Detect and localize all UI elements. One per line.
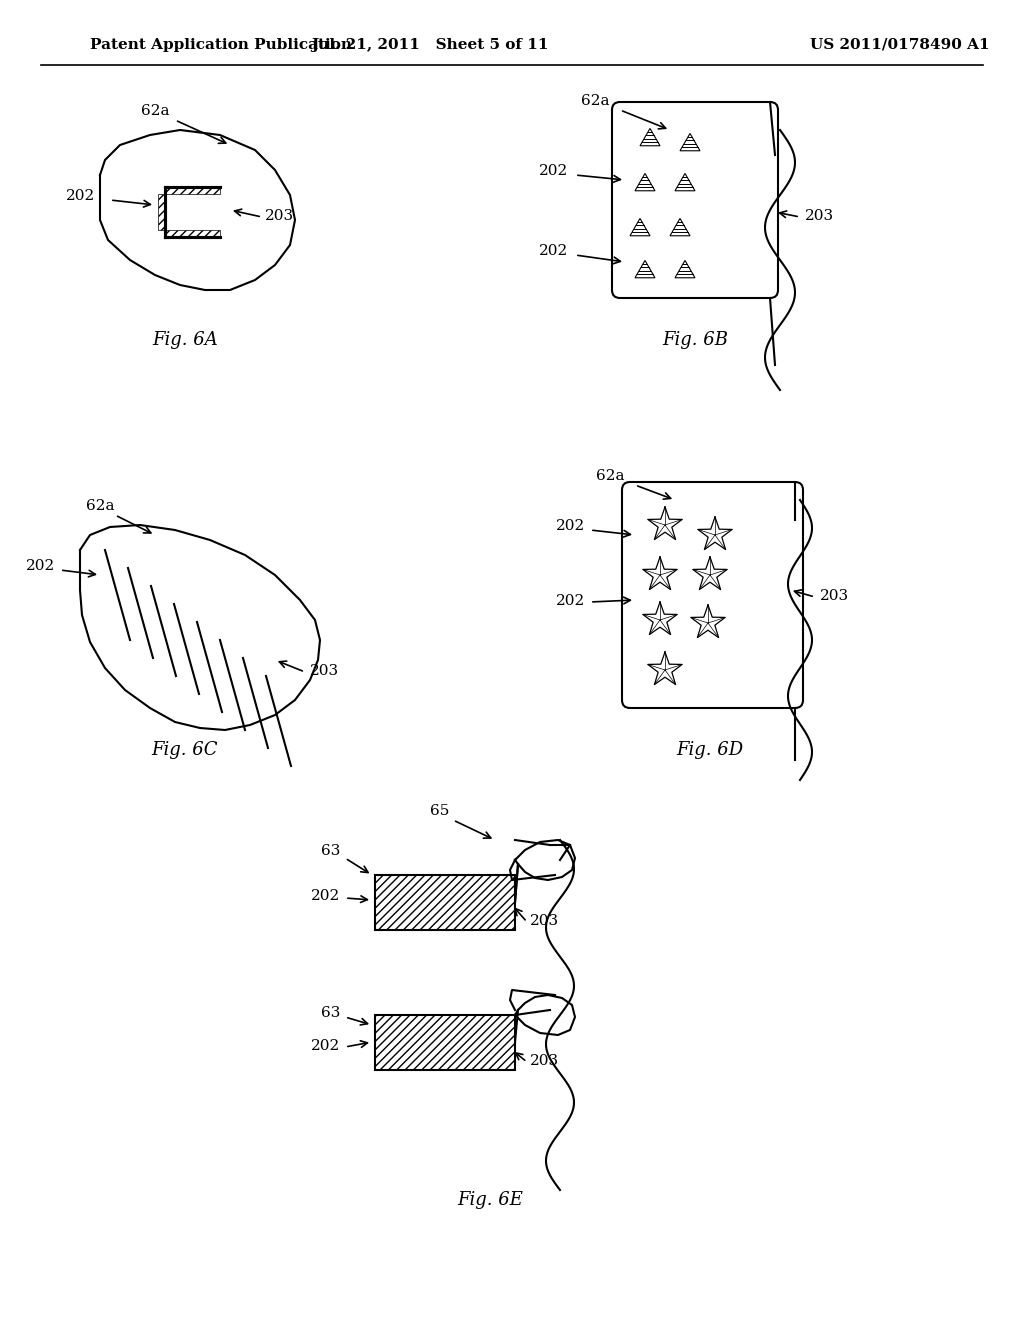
Text: 202: 202 (26, 558, 55, 573)
Text: 203: 203 (265, 209, 294, 223)
Text: 202: 202 (539, 244, 568, 257)
FancyBboxPatch shape (622, 482, 803, 708)
Text: 202: 202 (310, 1039, 340, 1053)
Bar (375, 875, 515, 931)
Text: 203: 203 (310, 664, 339, 678)
Text: Patent Application Publication: Patent Application Publication (90, 38, 352, 51)
Text: Fig. 6E: Fig. 6E (457, 1191, 523, 1209)
Text: 202: 202 (556, 594, 585, 609)
Text: 63: 63 (321, 843, 340, 858)
Text: 202: 202 (556, 519, 585, 533)
Text: 65: 65 (430, 804, 450, 818)
Bar (165, 187, 220, 194)
Text: 203: 203 (805, 209, 835, 223)
Bar (375, 1015, 515, 1071)
Text: 62a: 62a (581, 94, 609, 108)
Bar (158, 194, 165, 230)
Bar (375, 875, 515, 931)
Text: Jul. 21, 2011   Sheet 5 of 11: Jul. 21, 2011 Sheet 5 of 11 (311, 38, 549, 51)
Text: 203: 203 (820, 589, 849, 603)
Text: Fig. 6B: Fig. 6B (662, 331, 728, 348)
Text: 202: 202 (66, 189, 95, 203)
Text: US 2011/0178490 A1: US 2011/0178490 A1 (810, 38, 990, 51)
Text: 202: 202 (310, 888, 340, 903)
Text: 62a: 62a (140, 104, 169, 117)
Bar (375, 1015, 515, 1071)
Text: 203: 203 (530, 913, 559, 928)
Text: 63: 63 (321, 1006, 340, 1020)
Text: 203: 203 (530, 1053, 559, 1068)
FancyBboxPatch shape (612, 102, 778, 298)
Text: 62a: 62a (596, 469, 625, 483)
Text: Fig. 6A: Fig. 6A (153, 331, 218, 348)
Text: 62a: 62a (86, 499, 115, 513)
Text: Fig. 6D: Fig. 6D (677, 741, 743, 759)
Text: Fig. 6C: Fig. 6C (152, 741, 218, 759)
Bar (165, 230, 220, 238)
Text: 202: 202 (539, 164, 568, 178)
